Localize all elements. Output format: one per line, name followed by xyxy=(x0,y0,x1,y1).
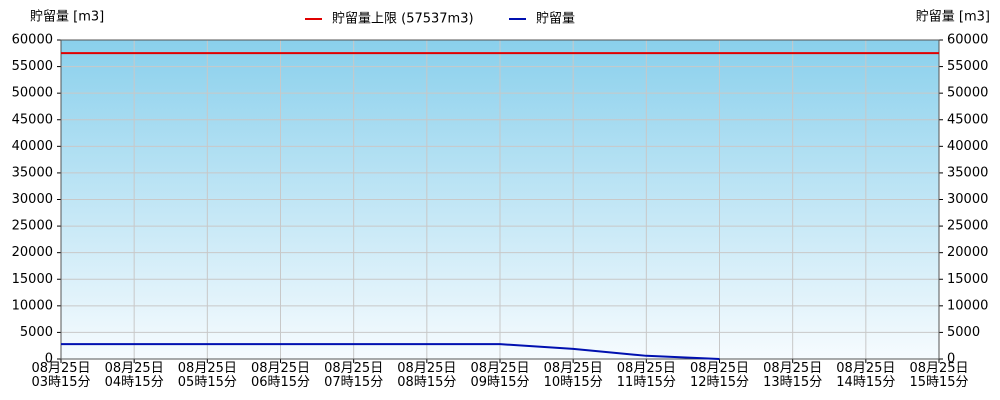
y-tick-label: 15000 xyxy=(12,272,53,287)
y2-tick-label: 0 xyxy=(947,352,955,367)
x-tick-label: 08月25日 07時15分 xyxy=(324,361,384,390)
x-tick-label: 08月25日 04時15分 xyxy=(104,361,164,390)
series-line xyxy=(61,343,720,360)
x-tick-label: 08月25日 05時15分 xyxy=(177,361,237,390)
x-tick-label: 08月25日 15時15分 xyxy=(909,361,969,390)
y2-tick-label: 60000 xyxy=(947,33,988,48)
y-tick-label: 50000 xyxy=(12,86,53,101)
x-tick-label: 08月25日 03時15分 xyxy=(31,361,91,390)
y-tick-label: 35000 xyxy=(12,165,53,180)
y2-tick-label: 55000 xyxy=(947,59,988,74)
y2-tick-label: 20000 xyxy=(947,245,988,260)
y-tick-label: 55000 xyxy=(12,59,53,74)
y-tick-label: 60000 xyxy=(12,33,53,48)
x-tick-label: 08月25日 14時15分 xyxy=(836,361,896,390)
y-tick-label: 45000 xyxy=(12,112,53,127)
plot-frame xyxy=(60,39,940,360)
x-tick-label: 08月25日 12時15分 xyxy=(689,361,750,390)
y2-tick-label: 50000 xyxy=(947,86,988,101)
y2-tick-label: 35000 xyxy=(947,165,988,180)
y-tick-label: 40000 xyxy=(12,139,53,154)
y2-axis-title: 貯留量 [m3] xyxy=(916,10,990,25)
y-axis-title: 貯留量 [m3] xyxy=(30,10,104,25)
y2-tick-label: 15000 xyxy=(947,272,988,287)
y2-tick-label: 45000 xyxy=(947,112,988,127)
x-tick-label: 08月25日 09時15分 xyxy=(470,361,530,390)
y-tick-label: 0 xyxy=(45,352,53,367)
y2-tick-label: 25000 xyxy=(947,219,988,234)
legend-label: 貯留量上限 (57537m3) xyxy=(332,12,474,27)
x-tick-label: 08月25日 08時15分 xyxy=(397,361,457,390)
y-tick-label: 20000 xyxy=(12,245,53,260)
y2-tick-label: 5000 xyxy=(947,325,980,340)
y-tick-label: 30000 xyxy=(12,192,53,207)
x-tick-label: 08月25日 13時15分 xyxy=(763,361,823,390)
legend-label: 貯留量 xyxy=(536,12,575,27)
y-tick-label: 5000 xyxy=(20,325,53,340)
y2-tick-label: 30000 xyxy=(947,192,988,207)
x-tick-label: 08月25日 06時15分 xyxy=(250,361,311,390)
x-tick-label: 08月25日 10時15分 xyxy=(543,361,603,390)
y2-tick-label: 10000 xyxy=(947,298,988,313)
y2-tick-label: 40000 xyxy=(947,139,988,154)
x-tick-label: 08月25日 11時15分 xyxy=(616,361,676,390)
y-tick-label: 10000 xyxy=(12,298,53,313)
y-tick-label: 25000 xyxy=(12,219,53,234)
